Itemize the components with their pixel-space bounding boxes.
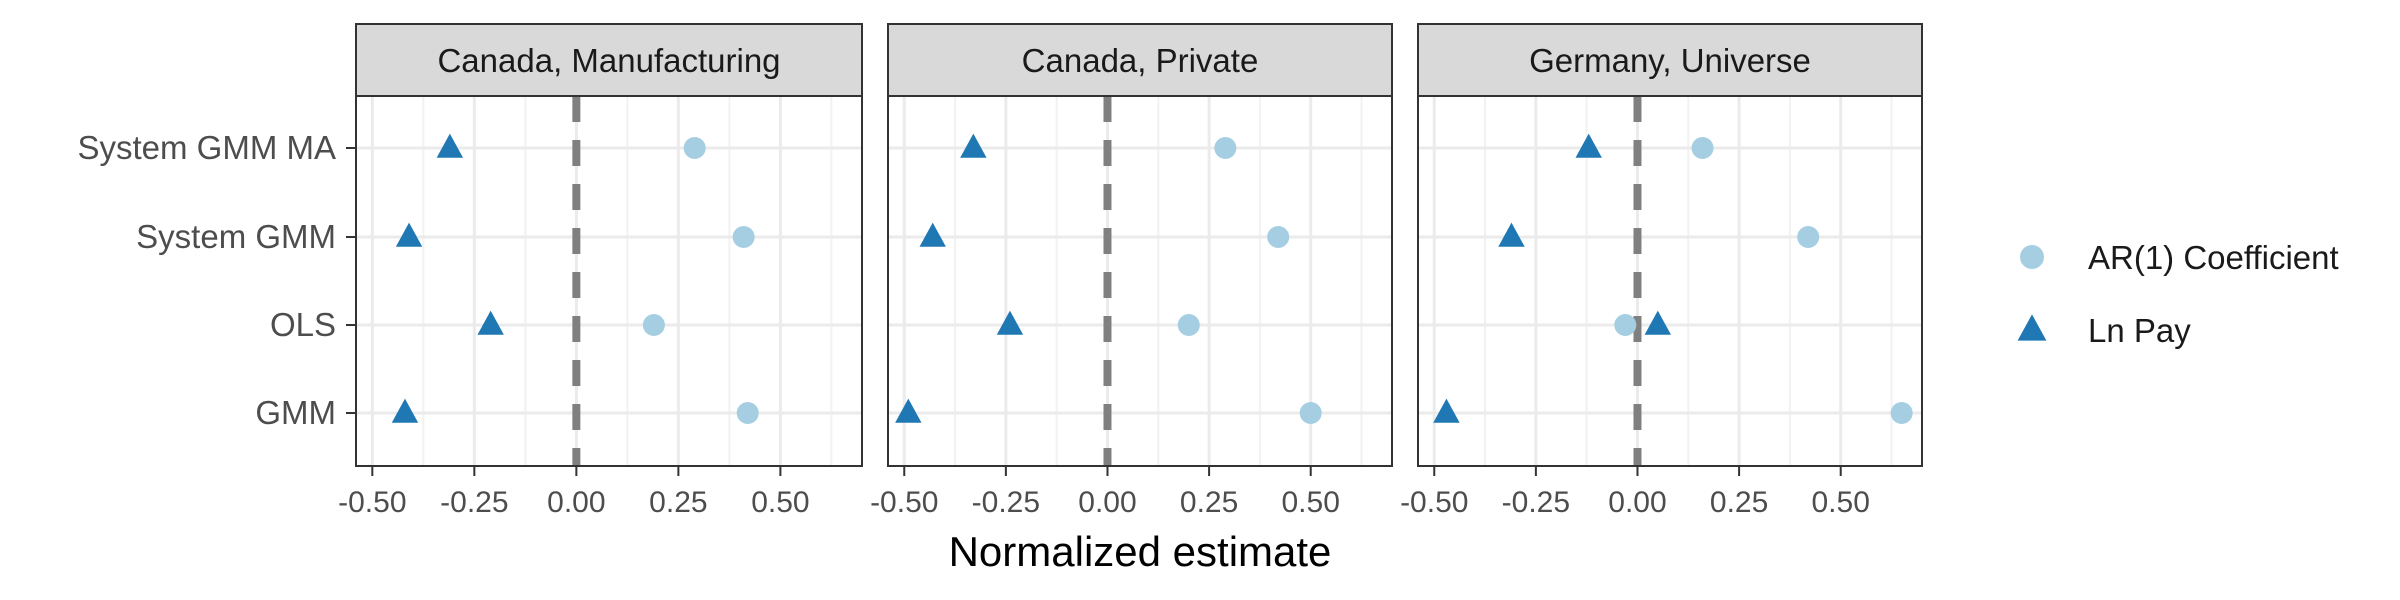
x-tick-label: 0.50	[751, 486, 809, 519]
panel-title: Canada, Manufacturing	[437, 42, 780, 79]
point-ln-pay-system-gmm-ma	[960, 133, 987, 158]
point-ln-pay-ols	[1644, 310, 1672, 335]
x-axis-title: Normalized estimate	[949, 528, 1332, 575]
x-tick-label: -0.25	[440, 486, 508, 519]
point-ln-pay-system-gmm	[1498, 222, 1525, 247]
x-tick-label: 0.25	[1710, 486, 1768, 519]
panel-canada-private: Canada, Private -0.50 -0.25 0.00 0.25 0.50	[870, 23, 1393, 519]
panel-title: Germany, Universe	[1529, 42, 1811, 79]
y-tick-label-ols: OLS	[270, 306, 336, 343]
y-tick-label-gmm: GMM	[255, 394, 336, 431]
point-ar-1-coefficient-gmm	[736, 402, 759, 424]
legend-item-ar-1-coefficient: AR(1) Coefficient	[2020, 239, 2339, 276]
point-ar-1-coefficient-system-gmm	[1797, 226, 1820, 248]
legend-key-ar-1-coefficient	[2020, 245, 2044, 269]
x-tick-label: -0.50	[870, 486, 938, 519]
panel-strip	[887, 23, 1393, 97]
point-ar-1-coefficient-system-gmm	[1267, 226, 1290, 248]
point-ar-1-coefficient-ols	[1614, 314, 1637, 336]
legend-item-ln-pay: Ln Pay	[2017, 312, 2191, 349]
point-ln-pay-gmm	[895, 398, 922, 423]
x-tick-label: -0.50	[338, 486, 406, 519]
x-tick-label: 0.50	[1812, 486, 1870, 519]
y-tick-label-system-gmm: System GMM	[136, 218, 336, 255]
x-tick-label: -0.25	[972, 486, 1040, 519]
y-tick-label-system-gmm-ma: System GMM MA	[77, 129, 336, 166]
point-ar-1-coefficient-gmm	[1890, 402, 1913, 424]
point-ln-pay-ols	[477, 310, 504, 335]
x-tick-label: 0.25	[649, 486, 707, 519]
point-ar-1-coefficient-system-gmm-ma	[683, 137, 706, 159]
panel-title: Canada, Private	[1022, 42, 1259, 79]
x-tick-label: 0.50	[1282, 486, 1340, 519]
point-ar-1-coefficient-gmm	[1299, 402, 1322, 424]
x-tick-label: -0.50	[1400, 486, 1468, 519]
point-ar-1-coefficient-ols	[1177, 314, 1200, 336]
plot-area	[356, 96, 862, 466]
plot-area	[1418, 96, 1922, 466]
point-ar-1-coefficient-system-gmm	[732, 226, 755, 248]
panel-strip	[355, 23, 863, 97]
legend: AR(1) Coefficient Ln Pay	[2017, 239, 2339, 349]
point-ln-pay-ols	[996, 310, 1024, 335]
panel-canada-manufacturing: Canada, Manufacturing -0.50 -0.25 0.00 0.25 0…	[77, 23, 863, 519]
point-ln-pay-system-gmm-ma	[436, 133, 464, 158]
x-tick-label: -0.25	[1502, 486, 1570, 519]
panel-germany-universe: Germany, Universe -0.50 -0.25 0.00 0.25 0.50	[1400, 23, 1923, 519]
x-tick-label: 0.00	[547, 486, 605, 519]
point-ln-pay-gmm	[1433, 398, 1460, 423]
panel-strip	[1417, 23, 1923, 97]
point-ar-1-coefficient-system-gmm-ma	[1691, 137, 1714, 159]
legend-label-ar-1-coefficient: AR(1) Coefficient	[2088, 239, 2339, 276]
point-ln-pay-system-gmm	[919, 222, 946, 247]
x-tick-label: 0.00	[1608, 486, 1666, 519]
point-ln-pay-gmm	[391, 398, 419, 423]
point-ln-pay-system-gmm	[395, 222, 423, 247]
x-tick-label: 0.00	[1078, 486, 1136, 519]
legend-key-ln-pay	[2017, 314, 2047, 341]
point-ar-1-coefficient-system-gmm-ma	[1214, 137, 1237, 159]
x-tick-label: 0.25	[1180, 486, 1238, 519]
point-ar-1-coefficient-ols	[642, 314, 665, 336]
legend-label-ln-pay: Ln Pay	[2088, 312, 2191, 349]
point-ln-pay-system-gmm-ma	[1575, 133, 1602, 158]
